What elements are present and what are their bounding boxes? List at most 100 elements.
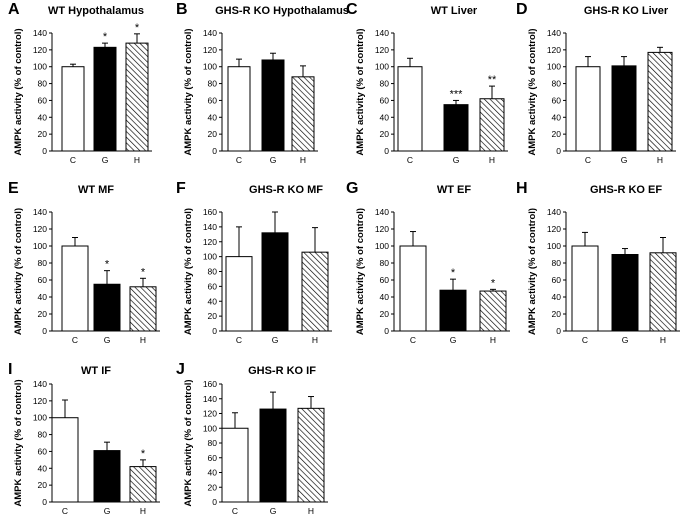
panel-title: GHS-R KO EF [590, 184, 662, 196]
bar-c [571, 245, 599, 332]
panel-a: A WT Hypothalamus AMPK activity (% of cont… [8, 1, 152, 165]
y-tick-label: 100 [203, 423, 217, 433]
panel-letter: E [8, 180, 19, 197]
y-tick-label: 80 [208, 438, 218, 448]
y-tick-label: 80 [552, 79, 562, 89]
category-label: C [407, 155, 413, 165]
panel-title: GHS-R KO MF [249, 184, 323, 196]
y-tick-label: 0 [212, 497, 217, 507]
y-tick-label: 40 [380, 112, 390, 122]
category-label: G [104, 506, 111, 516]
y-tick-label: 60 [208, 95, 218, 105]
bar-g [93, 450, 121, 503]
y-tick-label: 0 [212, 326, 217, 336]
y-tick-label: 60 [38, 275, 48, 285]
y-axis-label: AMPK activity (% of control) [355, 208, 366, 335]
y-axis-label: AMPK activity (% of control) [355, 28, 366, 155]
y-tick-label: 20 [380, 309, 390, 319]
category-label: H [300, 155, 306, 165]
significance-mark: * [141, 448, 146, 460]
significance-mark: * [491, 277, 496, 289]
y-tick-label: 140 [33, 28, 47, 38]
y-tick-label: 120 [203, 409, 217, 419]
y-tick-label: 0 [212, 146, 217, 156]
y-tick-label: 100 [33, 241, 47, 251]
y-tick-label: 40 [208, 468, 218, 478]
bar-h [129, 466, 157, 503]
y-tick-label: 120 [33, 45, 47, 55]
bar-g [261, 232, 289, 332]
panel-letter: D [516, 1, 528, 18]
category-label: C [410, 335, 416, 345]
y-tick-label: 120 [547, 45, 561, 55]
y-axis-label: AMPK activity (% of control) [13, 208, 24, 335]
y-tick-label: 20 [552, 309, 562, 319]
panel-letter: G [346, 180, 358, 197]
category-label: C [70, 155, 76, 165]
bar-h [479, 98, 505, 152]
y-tick-label: 20 [380, 129, 390, 139]
panel-f: F GHS-R KO MF AMPK activity (% of control)… [176, 180, 332, 345]
bar-c [397, 66, 423, 152]
bar-g [93, 283, 121, 332]
panel-title: GHS-R KO IF [248, 365, 316, 377]
panel-title: GHS-R KO Liver [584, 5, 669, 17]
panel-letter: I [8, 361, 12, 378]
y-tick-label: 120 [33, 396, 47, 406]
panel-title: WT Liver [431, 5, 478, 17]
y-tick-label: 140 [203, 222, 217, 232]
bar-c [227, 66, 251, 152]
y-tick-label: 0 [42, 497, 47, 507]
y-tick-label: 140 [33, 379, 47, 389]
panel-letter: A [8, 1, 20, 18]
panel-title: WT IF [81, 365, 111, 377]
category-label: C [232, 506, 238, 516]
bar-h [647, 51, 673, 152]
bar-g [439, 289, 467, 332]
category-label: C [236, 155, 242, 165]
y-tick-label: 60 [208, 281, 218, 291]
y-tick-label: 20 [552, 129, 562, 139]
y-tick-label: 0 [556, 326, 561, 336]
panel-b: B GHS-R KO Hypothalamus AMPK activity (% o… [176, 1, 349, 165]
significance-mark: * [103, 31, 108, 43]
bar-c [399, 245, 427, 332]
panel-letter: H [516, 180, 528, 197]
y-axis-label: AMPK activity (% of control) [183, 28, 194, 155]
y-tick-label: 120 [375, 45, 389, 55]
y-tick-label: 80 [380, 258, 390, 268]
bar-h [297, 407, 325, 503]
y-tick-label: 100 [203, 62, 217, 72]
y-tick-label: 60 [380, 95, 390, 105]
bar-g [259, 408, 287, 503]
category-label: C [62, 506, 68, 516]
category-label: G [104, 335, 111, 345]
panel-title: WT EF [437, 184, 471, 196]
y-tick-label: 140 [547, 207, 561, 217]
y-tick-label: 60 [38, 446, 48, 456]
y-tick-label: 100 [375, 241, 389, 251]
y-tick-label: 0 [556, 146, 561, 156]
y-tick-label: 100 [203, 252, 217, 262]
panel-letter: J [176, 361, 185, 378]
y-tick-label: 140 [33, 207, 47, 217]
category-label: G [621, 155, 628, 165]
panel-title: GHS-R KO Hypothalamus [215, 5, 349, 17]
y-tick-label: 140 [375, 28, 389, 38]
bar-c [221, 427, 249, 503]
y-tick-label: 80 [380, 79, 390, 89]
y-tick-label: 140 [203, 28, 217, 38]
bar-g [261, 59, 285, 152]
y-tick-label: 40 [380, 292, 390, 302]
category-label: G [270, 506, 277, 516]
bar-c [61, 245, 89, 332]
bar-c [61, 66, 85, 152]
y-tick-label: 0 [42, 146, 47, 156]
category-label: H [140, 506, 146, 516]
y-tick-label: 120 [203, 237, 217, 247]
category-label: G [272, 335, 279, 345]
category-label: H [489, 155, 495, 165]
y-tick-label: 60 [552, 275, 562, 285]
y-tick-label: 20 [38, 129, 48, 139]
panel-c: C WT Liver AMPK activity (% of control) 0 20… [346, 1, 508, 165]
